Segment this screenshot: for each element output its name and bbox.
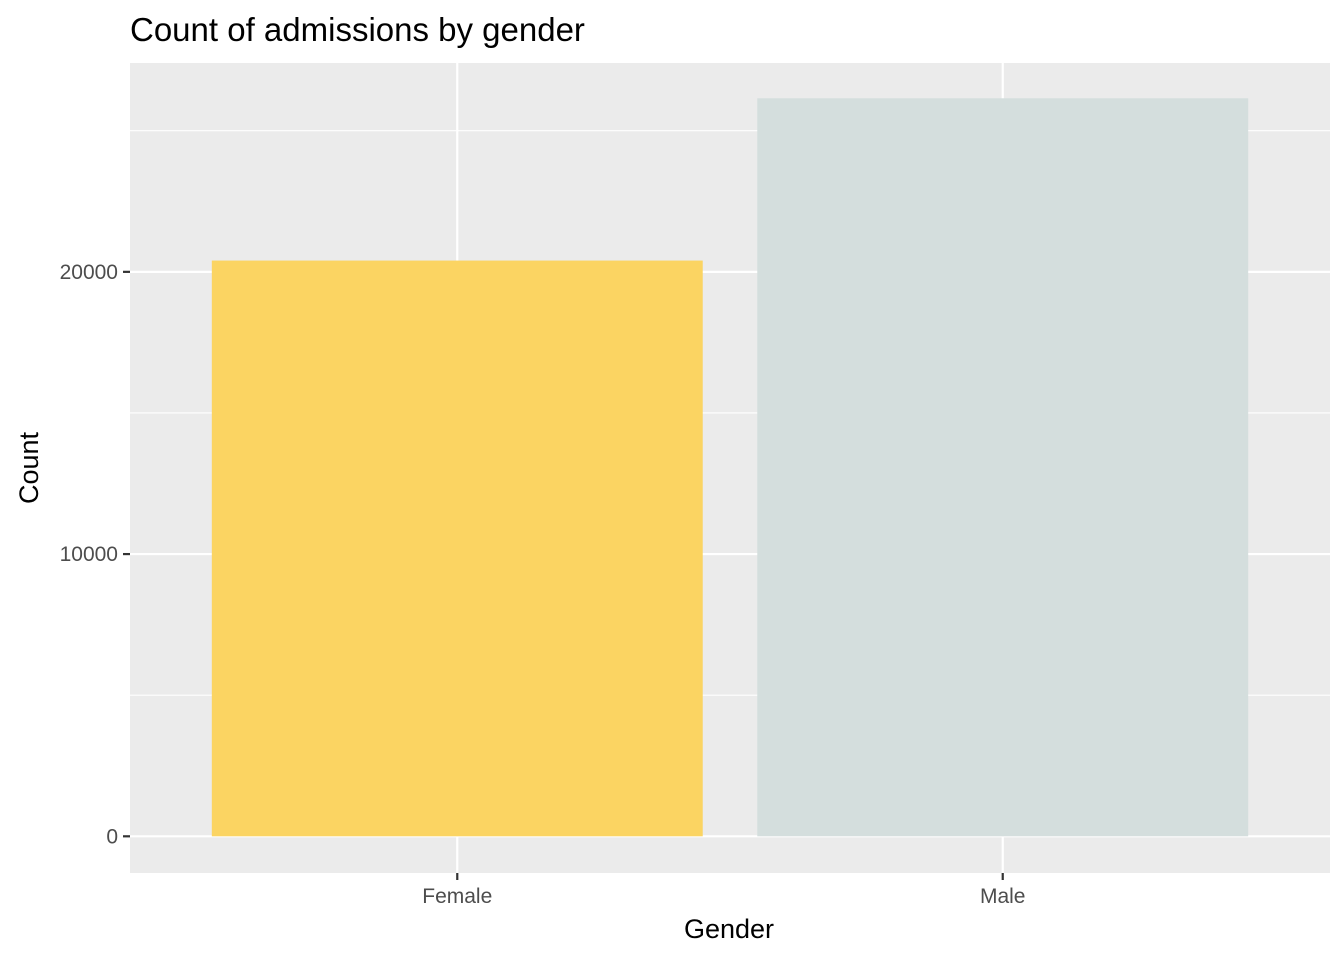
y-tick-label-2: 20000	[60, 261, 118, 284]
x-tick-label-female: Female	[422, 885, 492, 908]
y-tick-label-1: 10000	[60, 543, 118, 566]
bars-group	[211, 98, 1249, 837]
chart-title: Count of admissions by gender	[130, 11, 585, 48]
y-axis: 0 10000 20000	[60, 261, 130, 848]
x-axis: Female Male	[422, 873, 1025, 908]
bar-male	[757, 98, 1249, 837]
x-tick-label-male: Male	[980, 885, 1026, 908]
y-tick-label-0: 0	[106, 825, 118, 848]
x-axis-title: Gender	[684, 914, 774, 944]
y-axis-title: Count	[14, 431, 44, 504]
bar-female	[211, 260, 703, 837]
